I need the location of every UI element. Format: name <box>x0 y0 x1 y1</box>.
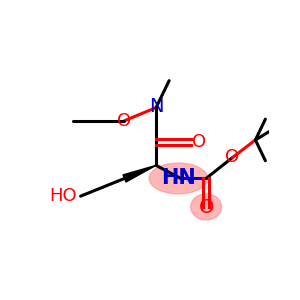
Ellipse shape <box>149 163 208 194</box>
Polygon shape <box>123 165 156 182</box>
Text: O: O <box>225 148 239 166</box>
Text: N: N <box>149 97 163 116</box>
Ellipse shape <box>191 194 221 220</box>
Text: O: O <box>117 112 132 130</box>
Text: O: O <box>192 133 206 151</box>
Text: HO: HO <box>49 187 77 205</box>
Text: O: O <box>198 198 214 217</box>
Text: HN: HN <box>161 169 196 188</box>
